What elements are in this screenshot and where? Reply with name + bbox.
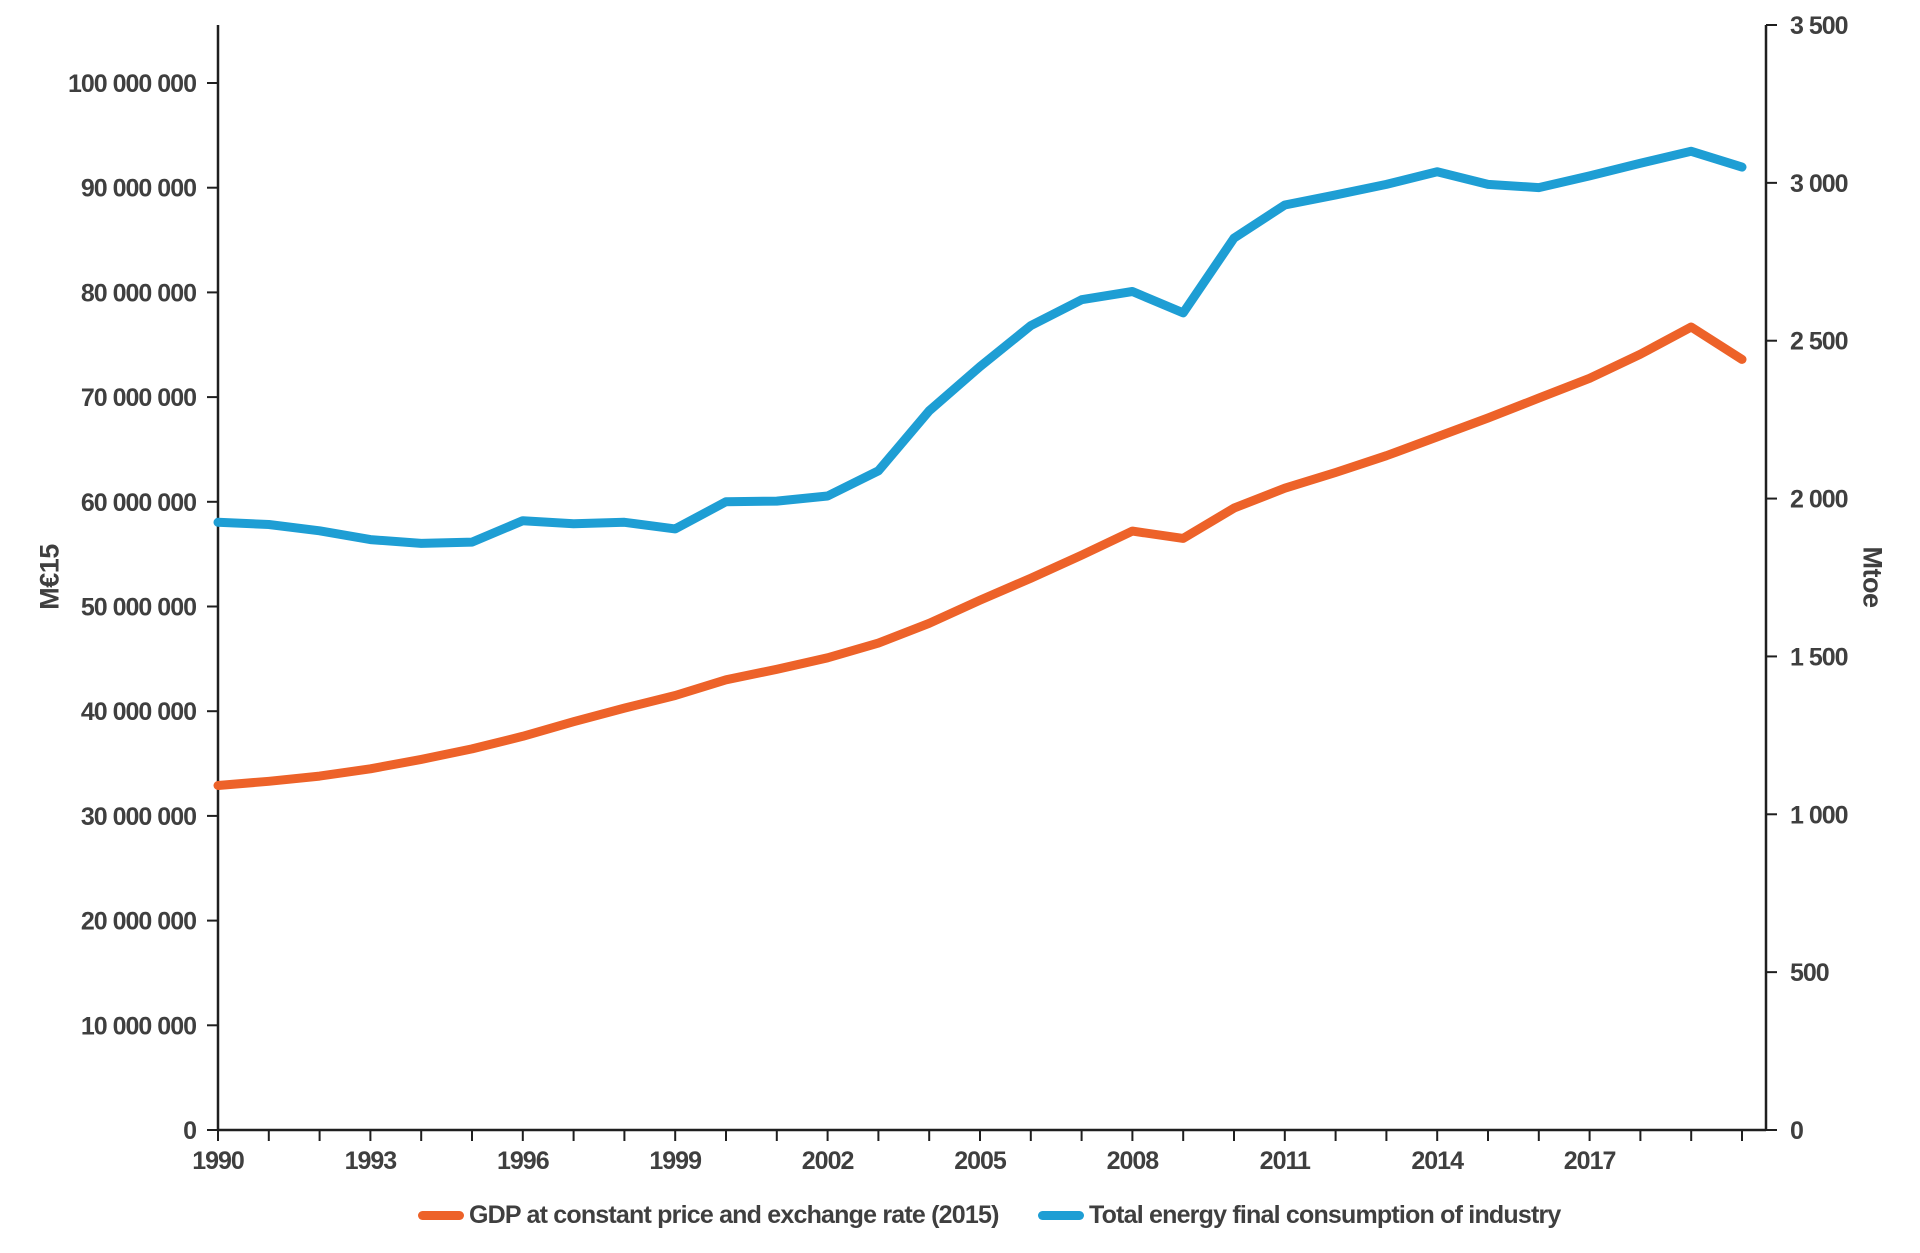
legend-item-energy: Total energy final consumption of indust…	[1038, 1200, 1561, 1230]
left-axis-tick-label: 20 000 000	[81, 908, 196, 936]
x-axis-tick-label: 1993	[345, 1147, 397, 1175]
left-axis-tick-label: 40 000 000	[81, 698, 196, 726]
left-axis-tick-label: 100 000 000	[68, 70, 196, 98]
energy-line-swatch-icon	[1038, 1210, 1084, 1220]
right-axis-tick-label: 2 500	[1790, 328, 1848, 356]
energy-series-line	[213, 146, 1747, 548]
left-axis-tick-label: 10 000 000	[81, 1012, 196, 1040]
left-axis-tick-label: 70 000 000	[81, 384, 196, 412]
legend: GDP at constant price and exchange rate …	[0, 1200, 1920, 1230]
gdp-line-swatch-icon	[418, 1210, 464, 1220]
x-axis-tick-label: 1996	[497, 1147, 549, 1175]
left-axis-tick-label: 60 000 000	[81, 489, 196, 517]
left-axis-tick-label: 90 000 000	[81, 175, 196, 203]
x-axis-tick-label: 2005	[954, 1147, 1007, 1175]
legend-label-energy: Total energy final consumption of indust…	[1089, 1200, 1561, 1229]
right-axis-tick-label: 2 000	[1790, 486, 1848, 514]
right-axis-tick-label: 1 500	[1790, 643, 1848, 671]
x-axis-tick-label: 2017	[1564, 1147, 1616, 1175]
left-axis-title: M€15	[34, 544, 65, 610]
legend-item-gdp: GDP at constant price and exchange rate …	[418, 1200, 999, 1230]
left-axis-tick-label: 30 000 000	[81, 803, 196, 831]
x-axis-tick-label: 2011	[1260, 1147, 1311, 1175]
right-axis-tick-label: 500	[1790, 959, 1829, 987]
right-axis-tick-label: 0	[1790, 1117, 1803, 1145]
x-axis-tick-label: 1990	[192, 1147, 244, 1175]
gdp-series-line	[213, 322, 1747, 790]
right-axis-tick-label: 3 500	[1790, 12, 1848, 40]
x-axis-tick-label: 1999	[649, 1147, 701, 1175]
x-axis-tick-label: 2014	[1411, 1147, 1464, 1175]
left-axis-tick-label: 50 000 000	[81, 594, 196, 622]
left-axis-tick-label: 80 000 000	[81, 279, 196, 307]
right-axis-title: Mtoe	[1857, 546, 1888, 608]
left-axis-tick-label: 0	[183, 1117, 196, 1145]
right-axis-tick-label: 1 000	[1790, 801, 1848, 829]
legend-label-gdp: GDP at constant price and exchange rate …	[469, 1200, 999, 1229]
x-axis-tick-label: 2008	[1107, 1147, 1160, 1175]
right-axis-tick-label: 3 000	[1790, 170, 1848, 198]
x-axis-tick-label: 2002	[802, 1147, 854, 1175]
